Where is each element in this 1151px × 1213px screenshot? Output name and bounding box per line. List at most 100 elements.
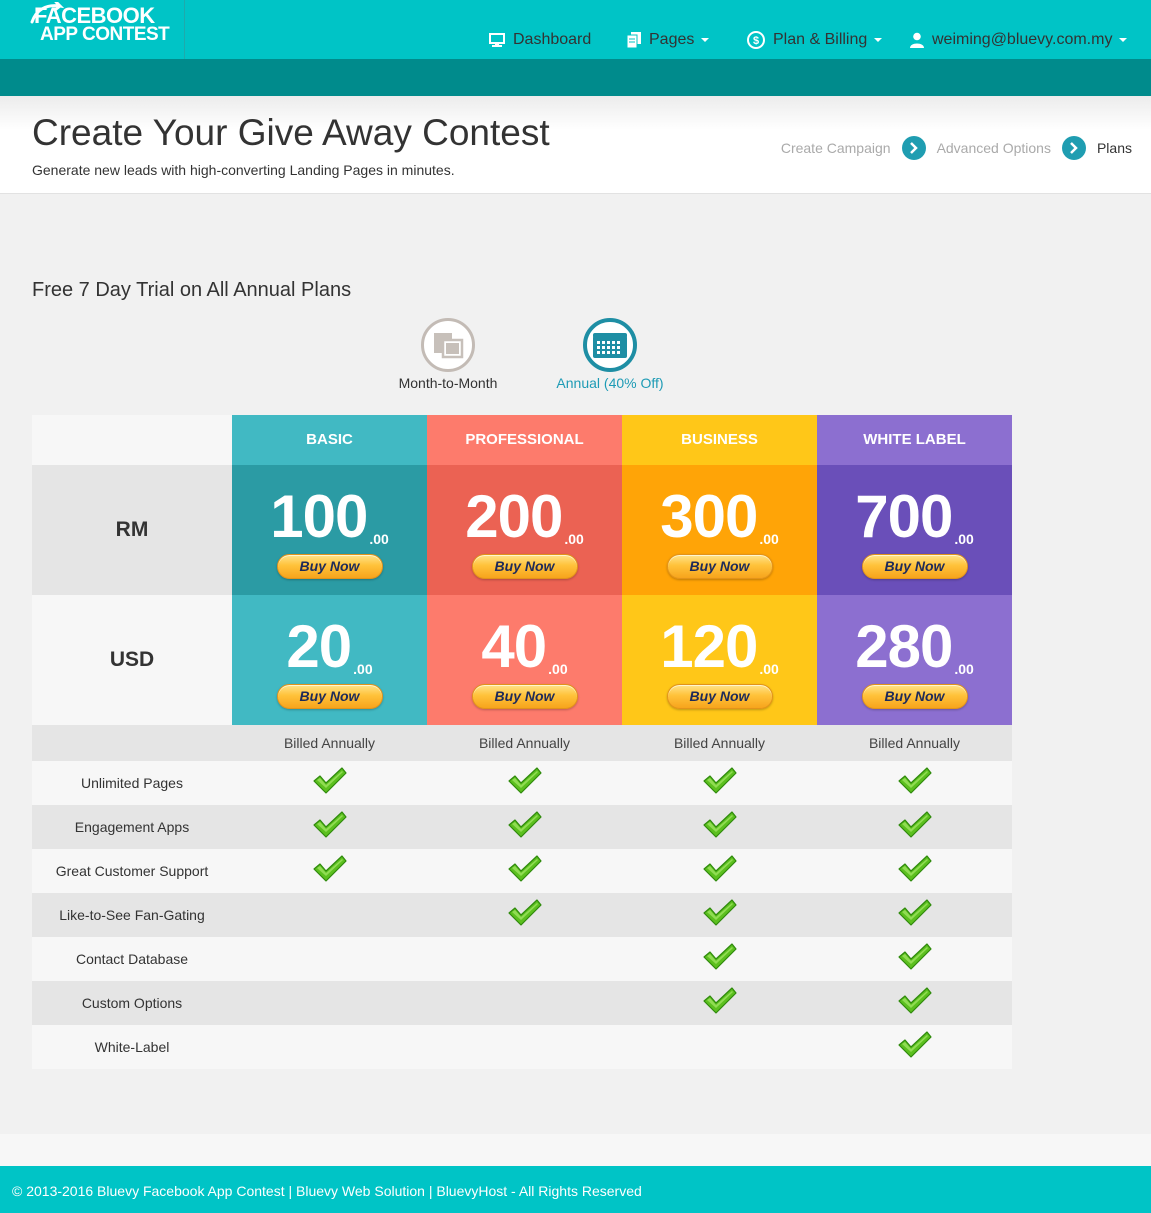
buy-now-button[interactable]: Buy Now (861, 554, 968, 579)
price-cents: .00 (353, 661, 373, 677)
price-amount: 40 (481, 613, 547, 680)
price-cents: .00 (759, 531, 779, 547)
price-cents: .00 (954, 661, 974, 677)
price-cell: 120.00 Buy Now (622, 595, 817, 725)
app-logo[interactable]: FACEBOOK APP CONTEST (0, 0, 185, 59)
checkmark-icon (312, 854, 348, 889)
feature-label: White-Label (94, 1039, 170, 1055)
wizard-steps: Create Campaign Advanced Options Plans (781, 136, 1132, 160)
nav-pages-label: Pages (649, 31, 695, 48)
price-cents: .00 (369, 531, 389, 547)
price-cents: .00 (954, 531, 974, 547)
price-cell: 300.00 Buy Now (622, 465, 817, 595)
feature-cell (427, 1025, 622, 1069)
feature-cell (232, 849, 427, 893)
currency-label-usd: USD (32, 595, 232, 725)
billed-label: Billed Annually (232, 725, 427, 761)
feature-cell (817, 849, 1012, 893)
feature-row: Contact Database (32, 937, 1012, 981)
checkmark-icon (897, 854, 933, 889)
buy-now-button[interactable]: Buy Now (666, 554, 773, 579)
plan-name-business: BUSINESS (622, 415, 817, 465)
nav-plan-billing[interactable]: $ Plan & Billing (747, 31, 883, 49)
feature-cell (427, 761, 622, 805)
feature-cell (622, 761, 817, 805)
price-amount: 280 (855, 613, 953, 680)
price-cell: 280.00 Buy Now (817, 595, 1012, 725)
buy-now-button[interactable]: Buy Now (666, 684, 773, 709)
checkmark-icon (702, 898, 738, 933)
billed-row: Billed Annually Billed Annually Billed A… (32, 725, 1012, 761)
feature-row: Like-to-See Fan-Gating (32, 893, 1012, 937)
chevron-down-icon (701, 38, 710, 42)
logo-line2: APP CONTEST (40, 24, 170, 45)
checkmark-icon (897, 942, 933, 977)
checkmark-icon (507, 810, 543, 845)
buy-now-button[interactable]: Buy Now (276, 554, 383, 579)
checkmark-icon (312, 766, 348, 801)
feature-label: Like-to-See Fan-Gating (59, 907, 205, 923)
buy-now-button[interactable]: Buy Now (471, 684, 578, 709)
price-cell: 20.00 Buy Now (232, 595, 427, 725)
nav-dashboard[interactable]: Dashboard (489, 31, 591, 49)
checkmark-icon (897, 898, 933, 933)
calendar-icon (583, 318, 637, 372)
price-amount: 200 (465, 483, 563, 550)
checkmark-icon (312, 810, 348, 845)
secondary-bar (0, 59, 1151, 96)
chevron-right-icon (901, 136, 926, 160)
footer-spacer (0, 1134, 1151, 1166)
billed-label: Billed Annually (817, 725, 1012, 761)
feature-list: Unlimited Pages Engagement Apps Great Cust… (32, 761, 1012, 1069)
price-cents: .00 (759, 661, 779, 677)
page-header: Create Your Give Away Contest Generate n… (0, 96, 1151, 194)
monthly-label: Month-to-Month (398, 375, 498, 391)
billing-option-monthly[interactable]: Month-to-Month (393, 318, 503, 391)
price-cell: 700.00 Buy Now (817, 465, 1012, 595)
trial-heading: Free 7 Day Trial on All Annual Plans (32, 279, 352, 301)
checkmark-icon (702, 942, 738, 977)
logo-swoosh-icon (30, 2, 64, 24)
logo-line1: FACEBOOK (34, 3, 155, 28)
checkmark-icon (702, 986, 738, 1021)
price-amount: 20 (286, 613, 352, 680)
feature-cell (817, 805, 1012, 849)
checkmark-icon (897, 766, 933, 801)
rm-price-row: RM 100.00 Buy Now 200.00 Buy Now 300.00 … (32, 465, 1012, 595)
nav-pages[interactable]: Pages (627, 31, 710, 49)
billing-option-annual[interactable]: Annual (40% Off) (550, 318, 670, 391)
feature-cell (817, 981, 1012, 1025)
nav-user-menu[interactable]: weiming@bluevy.com.my (910, 31, 1128, 49)
nav-dashboard-label: Dashboard (513, 31, 592, 48)
feature-row: Custom Options (32, 981, 1012, 1025)
page-title: Create Your Give Away Contest (32, 112, 550, 153)
feature-cell (622, 805, 817, 849)
price-amount: 300 (660, 483, 758, 550)
feature-row: White-Label (32, 1025, 1012, 1069)
chevron-down-icon (1119, 38, 1128, 42)
feature-cell (232, 893, 427, 937)
monitor-icon (489, 33, 505, 47)
buy-now-button[interactable]: Buy Now (276, 684, 383, 709)
billed-label: Billed Annually (622, 725, 817, 761)
footer: © 2013-2016 Bluevy Facebook App Contest … (0, 1166, 1151, 1213)
feature-cell (427, 849, 622, 893)
feature-cell (232, 1025, 427, 1069)
chevron-down-icon (874, 38, 883, 42)
plan-name-basic: BASIC (232, 415, 427, 465)
plan-name-white-label: WHITE LABEL (817, 415, 1012, 465)
step-advanced-options: Advanced Options (936, 140, 1051, 156)
dollar-circle-icon: $ (747, 31, 765, 49)
feature-cell (427, 893, 622, 937)
feature-cell (817, 937, 1012, 981)
price-cell: 100.00 Buy Now (232, 465, 427, 595)
price-cell: 40.00 Buy Now (427, 595, 622, 725)
feature-cell (232, 981, 427, 1025)
feature-cell (232, 761, 427, 805)
feature-cell (622, 849, 817, 893)
feature-cell (817, 761, 1012, 805)
price-amount: 120 (660, 613, 758, 680)
buy-now-button[interactable]: Buy Now (471, 554, 578, 579)
feature-row: Great Customer Support (32, 849, 1012, 893)
buy-now-button[interactable]: Buy Now (861, 684, 968, 709)
